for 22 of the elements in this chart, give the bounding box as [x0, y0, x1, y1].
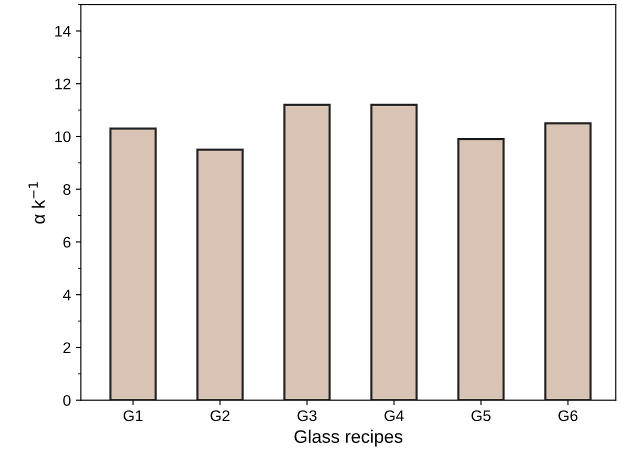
- y-tick-label: 6: [63, 236, 70, 248]
- y-tick-label: 14: [55, 26, 71, 37]
- y-tick-label: 4: [62, 290, 71, 300]
- bar: [109, 128, 157, 400]
- x-tick-label: G2: [210, 410, 230, 422]
- x-tick-label: G3: [298, 410, 317, 422]
- y-tick-label: 12: [55, 78, 70, 90]
- bar: [196, 148, 244, 400]
- y-tick-label: 8: [63, 184, 70, 195]
- x-tick-label: G5: [472, 410, 491, 422]
- y-tick-label: 2: [63, 342, 70, 353]
- x-tick-label: G6: [558, 410, 578, 422]
- x-tick-label: G1: [124, 410, 142, 422]
- y-axis-title: α k$^{−1}$: [28, 182, 45, 224]
- x-axis-title: Glass recipes: [294, 430, 402, 447]
- y-tick-label: 10: [55, 131, 71, 142]
- bar: [283, 104, 331, 400]
- bar: [370, 104, 418, 400]
- bar: [544, 122, 592, 400]
- y-tick-label: 0: [63, 395, 71, 406]
- x-tick-label: G4: [384, 410, 404, 422]
- bar: [457, 138, 505, 400]
